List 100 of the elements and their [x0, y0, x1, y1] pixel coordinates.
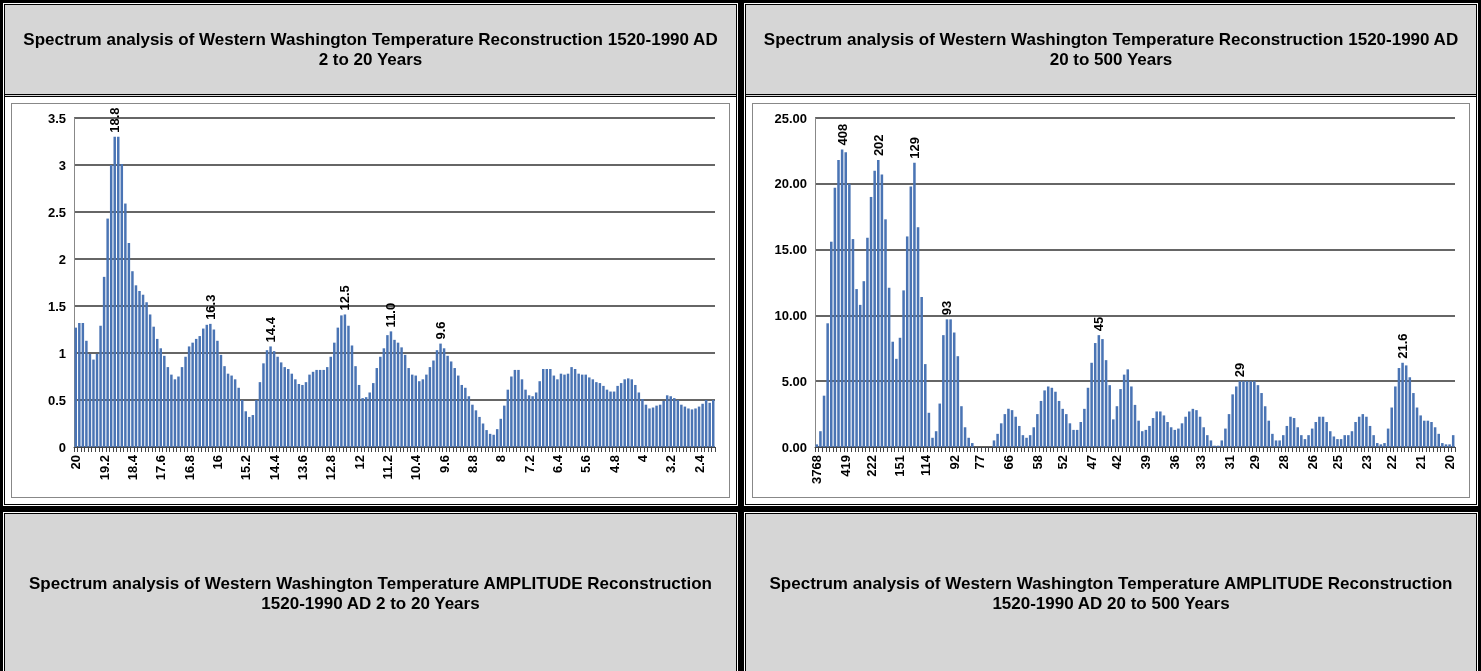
x-tick-label: 8 [493, 455, 509, 463]
bar [648, 408, 651, 447]
x-tick-label: 419 [838, 455, 854, 477]
bar [694, 408, 697, 447]
y-tick-label: 1.5 [47, 298, 66, 314]
annotation: 29 [1232, 362, 1248, 378]
x-tick-label: 47 [1084, 455, 1100, 470]
x-tick-label: 77 [972, 455, 988, 470]
bar [1007, 408, 1010, 447]
bar [616, 385, 619, 447]
bar [844, 152, 847, 447]
annotation: 202 [870, 134, 886, 157]
annotation: 9.6 [433, 321, 449, 340]
x-tick-label: 28 [1275, 455, 1291, 470]
bar [322, 369, 325, 447]
x-tick-label: 8.8 [464, 455, 480, 474]
annotation: 408 [834, 123, 850, 146]
bar [386, 335, 389, 447]
chart-title: Spectrum analysis of Western Washington Temperature Reconstruction 1520-1990 AD 2 to 20 Years [5, 5, 736, 97]
bar [577, 373, 580, 447]
bar [669, 396, 672, 447]
bar [269, 346, 272, 447]
x-tick-label: 22 [1384, 455, 1400, 470]
bar [230, 375, 233, 447]
bar [877, 160, 880, 447]
annotation: 129 [906, 137, 922, 159]
bar [1253, 381, 1256, 447]
bar [673, 398, 676, 447]
x-tick-label: 9.6 [436, 455, 452, 474]
x-tick-label: 15.2 [238, 455, 254, 481]
x-tick-label: 4.8 [606, 455, 622, 474]
bar [1187, 411, 1191, 447]
x-tick-label: 12 [351, 455, 367, 470]
bar [400, 347, 403, 447]
x-tick-label: 20 [68, 455, 84, 470]
bar [78, 322, 81, 447]
y-tick-label: 10.00 [774, 307, 807, 323]
x-tick-label: 151 [892, 455, 908, 477]
x-tick-label: 16.8 [181, 455, 197, 481]
x-tick-label: 18.4 [124, 454, 140, 481]
x-tick-label: 4 [634, 454, 650, 463]
x-tick-label: 66 [1000, 455, 1016, 470]
x-tick-label: 5.6 [578, 455, 594, 474]
y-tick-label: 0.00 [781, 439, 807, 455]
x-tick-label: 6.4 [549, 454, 565, 474]
bar [949, 319, 952, 447]
x-tick-label: 36 [1167, 455, 1183, 470]
bar [315, 369, 318, 447]
chart-title: Spectrum analysis of Western Washington Temperature Reconstruction 1520-1990 AD 20 to 500 Years [746, 5, 1476, 97]
x-tick-label: 14.4 [266, 454, 282, 481]
bar [531, 396, 534, 447]
bar [1365, 416, 1368, 447]
x-tick-label: 222 [863, 455, 879, 477]
x-tick-label: 25 [1329, 455, 1345, 470]
bar [113, 136, 116, 447]
bar [191, 342, 194, 447]
y-tick-label: 0.5 [47, 392, 66, 408]
bar [655, 405, 658, 447]
x-tick-label: 92 [946, 455, 962, 470]
bar [301, 384, 304, 447]
annotation: 14.4 [263, 316, 279, 343]
annotation: 93 [939, 300, 955, 316]
x-tick-label: 114 [917, 454, 933, 476]
bar [1430, 422, 1433, 447]
bar [584, 374, 587, 447]
x-tick-label: 3.2 [663, 455, 679, 474]
x-tick-label: 23 [1358, 455, 1374, 470]
x-tick-label: 13.6 [294, 455, 310, 481]
bar [570, 367, 573, 447]
bar [588, 377, 591, 447]
x-tick-label: 42 [1109, 455, 1125, 470]
annotation: 16.3 [202, 294, 218, 320]
x-tick-label: 33 [1192, 455, 1208, 470]
bar [1159, 411, 1162, 447]
annotation: 12.5 [337, 285, 353, 311]
bar [595, 382, 598, 447]
y-tick-label: 25.00 [774, 110, 807, 126]
x-tick-label: 21 [1413, 455, 1429, 470]
bar [563, 374, 566, 447]
x-tick-label: 2.4 [691, 454, 707, 474]
annotation: 18.8 [107, 107, 123, 133]
bar [340, 315, 343, 447]
bar [1054, 391, 1057, 447]
x-tick-label: 29 [1246, 455, 1262, 470]
x-tick-label: 58 [1029, 455, 1045, 470]
bar [517, 369, 520, 447]
x-tick-label: 26 [1304, 455, 1320, 470]
bar [708, 402, 711, 447]
y-tick-label: 1 [58, 345, 66, 361]
y-tick-label: 20.00 [774, 176, 807, 192]
x-tick-label: 39 [1138, 455, 1154, 470]
bar [549, 368, 552, 447]
x-tick-label: 19.2 [96, 455, 112, 481]
bar [308, 374, 311, 447]
bar [1025, 437, 1028, 447]
bar [202, 328, 205, 447]
bar [209, 323, 212, 447]
y-tick-label: 2.5 [47, 204, 66, 220]
y-tick-label: 3 [58, 157, 66, 173]
bar [1289, 416, 1292, 447]
